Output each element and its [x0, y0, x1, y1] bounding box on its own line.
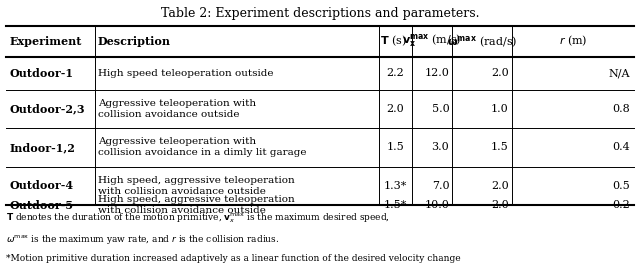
Text: 3.0: 3.0 [431, 143, 449, 152]
Text: Experiment: Experiment [10, 36, 82, 47]
Text: 7.0: 7.0 [431, 181, 449, 191]
Text: 2.0: 2.0 [387, 104, 404, 114]
Text: 0.4: 0.4 [612, 143, 630, 152]
Text: 1.5: 1.5 [491, 143, 509, 152]
Text: $r$ (m): $r$ (m) [559, 34, 587, 49]
Text: Outdoor-4: Outdoor-4 [10, 180, 74, 191]
Text: 10.0: 10.0 [424, 200, 449, 210]
Text: Aggressive teleoperation with
collision avoidance outside: Aggressive teleoperation with collision … [98, 99, 256, 119]
Text: $\mathbf{T}$ denotes the duration of the motion primitive, $\mathbf{v}_x^{\mathr: $\mathbf{T}$ denotes the duration of the… [6, 212, 390, 225]
Text: $\mathbf{\omega^{max}}$ (rad/s): $\mathbf{\omega^{max}}$ (rad/s) [447, 34, 518, 49]
Text: Indoor-1,2: Indoor-1,2 [10, 142, 76, 153]
Text: 1.3*: 1.3* [383, 181, 407, 191]
Text: Outdoor-5: Outdoor-5 [10, 200, 74, 211]
Text: Outdoor-1: Outdoor-1 [10, 67, 74, 79]
Text: High speed, aggressive teleoperation
with collision avoidance outside: High speed, aggressive teleoperation wit… [98, 176, 294, 196]
Text: 2.0: 2.0 [491, 181, 509, 191]
Text: Description: Description [98, 36, 171, 47]
Text: 2.0: 2.0 [491, 68, 509, 78]
Text: 0.8: 0.8 [612, 104, 630, 114]
Text: *Motion primitive duration increased adaptively as a linear function of the desi: *Motion primitive duration increased ada… [6, 254, 461, 263]
Text: 1.5*: 1.5* [383, 200, 407, 210]
Text: 0.2: 0.2 [612, 200, 630, 210]
Text: Aggressive teleoperation with
collision avoidance in a dimly lit garage: Aggressive teleoperation with collision … [98, 137, 307, 158]
Text: 5.0: 5.0 [431, 104, 449, 114]
Text: 1.5: 1.5 [387, 143, 404, 152]
Text: $\omega^{\mathrm{max}}$ is the maximum yaw rate, and $r$ is the collision radius: $\omega^{\mathrm{max}}$ is the maximum y… [6, 233, 280, 246]
Text: 12.0: 12.0 [424, 68, 449, 78]
Text: 2.0: 2.0 [491, 200, 509, 210]
Text: High speed, aggressive teleoperation
with collision avoidance outside: High speed, aggressive teleoperation wit… [98, 195, 294, 215]
Text: 1.0: 1.0 [491, 104, 509, 114]
Text: $\mathbf{v}$$\mathbf{_x^{max}}$ (m/s): $\mathbf{v}$$\mathbf{_x^{max}}$ (m/s) [403, 33, 461, 49]
Text: N/A: N/A [609, 68, 630, 78]
Text: Outdoor-2,3: Outdoor-2,3 [10, 103, 85, 114]
Text: 0.5: 0.5 [612, 181, 630, 191]
Text: High speed teleoperation outside: High speed teleoperation outside [98, 69, 273, 78]
Text: $\mathbf{T}$ (s): $\mathbf{T}$ (s) [380, 34, 406, 49]
Text: 2.2: 2.2 [387, 68, 404, 78]
Text: Table 2: Experiment descriptions and parameters.: Table 2: Experiment descriptions and par… [161, 7, 479, 20]
